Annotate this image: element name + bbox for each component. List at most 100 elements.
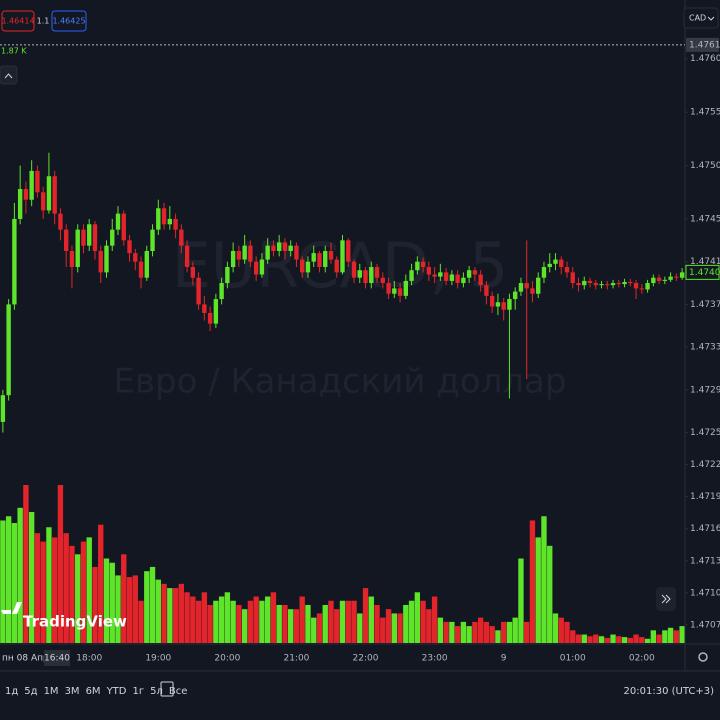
x-tick-label: 21:00 <box>283 654 309 664</box>
candle-body <box>679 272 685 278</box>
volume-bar <box>23 485 29 643</box>
volume-bar <box>52 537 58 643</box>
volume-bar <box>311 617 317 643</box>
range-button[interactable]: 5д <box>24 686 37 697</box>
date-range-button[interactable] <box>160 681 174 697</box>
currency[interactable]: CAD <box>689 14 706 23</box>
volume-bar <box>408 600 415 643</box>
candle-body <box>242 245 247 260</box>
watermark-name: Евро / Канадский доллар <box>114 362 567 402</box>
candle-body <box>121 213 126 241</box>
range-button[interactable]: 6М <box>86 686 101 697</box>
volume-bar <box>662 630 668 643</box>
range-button[interactable]: 3М <box>65 686 80 697</box>
candle-body <box>271 245 276 252</box>
candle-body <box>610 283 616 286</box>
x-tick-label: 02:00 <box>629 654 655 664</box>
volume-bar <box>288 609 294 643</box>
candle-body <box>150 229 155 252</box>
volume-bar <box>679 626 685 643</box>
y-tick-label: 1.47500 <box>690 161 720 171</box>
candle-body <box>593 283 598 286</box>
volume-bar <box>155 579 161 643</box>
sell-price[interactable]: 1.46414 <box>1 17 34 26</box>
candle-body <box>409 270 414 281</box>
candle-body <box>369 267 374 284</box>
candle-body <box>69 251 75 268</box>
buy-button[interactable] <box>51 10 87 32</box>
volume-bar <box>460 621 467 643</box>
candle-body <box>288 245 293 252</box>
sell-button[interactable] <box>1 10 35 32</box>
volume-bar <box>92 566 98 643</box>
candle-body <box>656 277 662 281</box>
candle-body <box>455 274 460 284</box>
currency-button[interactable] <box>683 7 719 29</box>
volume-bar <box>368 596 374 643</box>
candle-body <box>374 267 380 278</box>
volume-bar <box>172 588 179 643</box>
volume-bar <box>293 609 300 643</box>
y-tick-label: 1.47550 <box>690 108 720 118</box>
candle-body <box>541 267 547 278</box>
candle-body <box>334 259 339 273</box>
x-tick-label: 9 <box>501 654 507 664</box>
volume-bar <box>380 617 386 643</box>
settings-button[interactable] <box>698 652 708 662</box>
candle-body <box>64 229 69 252</box>
range-button[interactable]: YTD <box>106 686 127 697</box>
candle-body <box>576 283 581 286</box>
candle-body <box>432 274 437 277</box>
volume-bar <box>489 626 495 643</box>
volume-bar <box>247 600 254 643</box>
collapse-button[interactable] <box>0 65 18 85</box>
volume-bar <box>5 516 12 643</box>
candle-body <box>328 251 334 260</box>
candle-body <box>317 253 322 268</box>
volume-bar <box>575 634 582 643</box>
range-button[interactable]: 5л <box>150 686 163 697</box>
volume-bar <box>80 541 87 643</box>
candle-body <box>645 283 650 290</box>
y-tick-label: 1.47410 <box>690 257 720 267</box>
candle-body <box>282 242 288 252</box>
volume-bar <box>616 636 622 643</box>
candle-body <box>651 277 656 284</box>
volume-bar <box>28 512 35 643</box>
volume-bar <box>414 592 421 643</box>
candle-body <box>386 283 391 294</box>
crosshair-time: 16:40 <box>44 654 70 664</box>
volume-bar <box>144 571 150 643</box>
range-button[interactable]: 1г <box>132 686 144 697</box>
volume-bar <box>259 600 265 643</box>
candle-body <box>0 395 6 422</box>
candle-body <box>40 192 46 211</box>
buy-price[interactable]: 1.46425 <box>52 17 85 26</box>
candle-body <box>305 261 311 273</box>
volume-bar <box>535 537 541 643</box>
volume-label: 1.87 K <box>1 47 27 56</box>
volume-bar <box>443 621 449 643</box>
candle-body <box>196 277 201 305</box>
range-button[interactable]: 1д <box>5 686 18 697</box>
volume-bar <box>403 604 409 643</box>
candle-body <box>570 272 575 284</box>
volume-bar <box>276 604 282 643</box>
candle-body <box>236 251 242 260</box>
volume-bar <box>98 524 104 643</box>
volume-bar <box>529 520 536 643</box>
candle-body <box>167 218 172 225</box>
volume-bar <box>282 604 288 643</box>
range-button[interactable]: 1М <box>44 686 59 697</box>
range-button[interactable]: Все <box>169 686 188 697</box>
y-tick-label: 1.47290 <box>690 385 720 395</box>
candle-body <box>248 245 253 262</box>
candle-body <box>564 267 570 273</box>
candle-body <box>98 251 103 273</box>
volume-bar <box>322 604 328 643</box>
volume-bar <box>69 545 75 643</box>
volume-bar <box>633 634 639 643</box>
volume-bar <box>334 609 340 643</box>
candle-body <box>144 251 149 278</box>
volume-bar <box>167 588 173 643</box>
